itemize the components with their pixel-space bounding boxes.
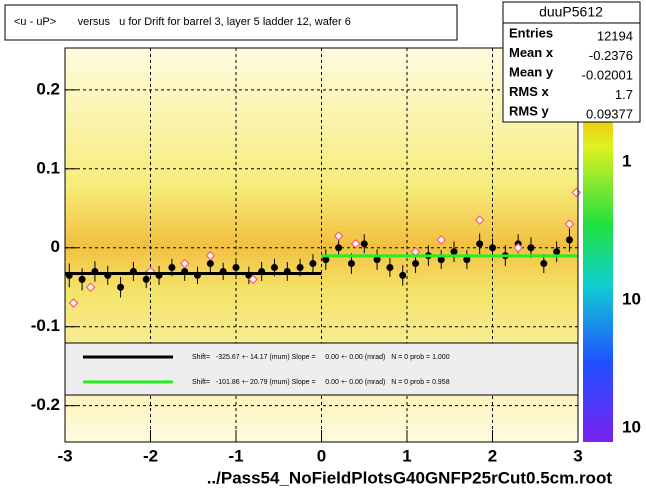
colorbar-label: 10: [622, 289, 641, 308]
profile-point: [360, 240, 368, 248]
stats-value: -0.2376: [589, 48, 633, 63]
profile-point: [270, 264, 278, 272]
stats-label: RMS x: [509, 84, 550, 99]
profile-point: [553, 248, 561, 256]
stats-label: Entries: [509, 25, 553, 40]
stats-label: Mean y: [509, 64, 554, 79]
stats-box: [502, 1, 641, 123]
legend-text: Shift= -101.86 +- 20.79 (mum) Slope = 0.…: [192, 379, 450, 386]
frame: [64, 47, 579, 443]
x-tick-label: -3: [57, 446, 72, 465]
stats-title: duuP5612: [539, 4, 603, 20]
x-tick-label: 2: [488, 446, 497, 465]
profile-point: [386, 264, 394, 272]
profile-point: [476, 240, 484, 248]
mean-point: [248, 274, 258, 285]
profile-point: [565, 236, 573, 244]
profile-point: [399, 271, 407, 279]
x-tick-label: -1: [228, 446, 243, 465]
legend-text: Shift= -325.67 +- 14.17 (mum) Slope = 0.…: [192, 354, 450, 361]
stats-label: Mean x: [509, 45, 554, 60]
profile-point: [168, 264, 176, 272]
mean-point: [145, 266, 156, 277]
mean-point: [513, 242, 523, 253]
mean-point: [564, 219, 575, 229]
y-tick-label: 0.2: [36, 79, 60, 98]
chart-title: <u - uP> versus u for Drift for barrel 3…: [14, 16, 351, 28]
profile-point: [450, 248, 458, 256]
mean-point: [333, 231, 344, 241]
mean-point: [350, 238, 361, 249]
y-tick-label: -0.1: [31, 316, 60, 335]
x-tick-label: 0: [317, 446, 326, 465]
stats-value: 1.7: [615, 87, 633, 102]
profile-point: [142, 275, 150, 283]
colorbar-label: 1: [622, 151, 631, 170]
profile-point: [322, 256, 330, 264]
fit-legend: [64, 342, 579, 396]
profile-point: [296, 264, 304, 272]
mean-point: [436, 235, 447, 245]
mean-point: [179, 258, 190, 269]
profile-point: [463, 256, 471, 264]
profile-point: [412, 260, 420, 268]
stats-label: RMS y: [509, 103, 550, 118]
profile-point: [489, 244, 496, 252]
colorbar-label: 10: [622, 417, 641, 436]
mean-point: [85, 282, 96, 293]
mean-point: [205, 250, 216, 261]
mean-point: [474, 215, 485, 225]
mean-point: [68, 298, 79, 308]
footer: ../Pass54_NoFieldPlotsG40GNFP25rCut0.5cm…: [207, 468, 613, 487]
stats-value: 0.09377: [586, 106, 633, 121]
profile-point: [335, 244, 343, 252]
y-tick-label: 0: [51, 237, 60, 256]
x-tick-label: -2: [143, 446, 158, 465]
profile-point: [527, 244, 535, 252]
x-tick-label: 1: [402, 446, 411, 465]
profile-point: [232, 264, 240, 272]
y-tick-label: 0.1: [36, 158, 60, 177]
stats-value: 12194: [597, 28, 633, 43]
x-tick-label: 3: [573, 446, 582, 465]
profile-point: [117, 283, 125, 291]
profile-point: [309, 260, 317, 268]
profile-point: [347, 260, 355, 268]
profile-point: [437, 256, 445, 264]
profile-point: [373, 256, 381, 264]
y-tick-label: -0.2: [31, 395, 60, 414]
profile-point: [206, 260, 214, 268]
profile-point: [78, 275, 86, 283]
stats-value: -0.02001: [582, 67, 633, 82]
title-box: [4, 4, 458, 41]
profile-point: [540, 260, 548, 268]
